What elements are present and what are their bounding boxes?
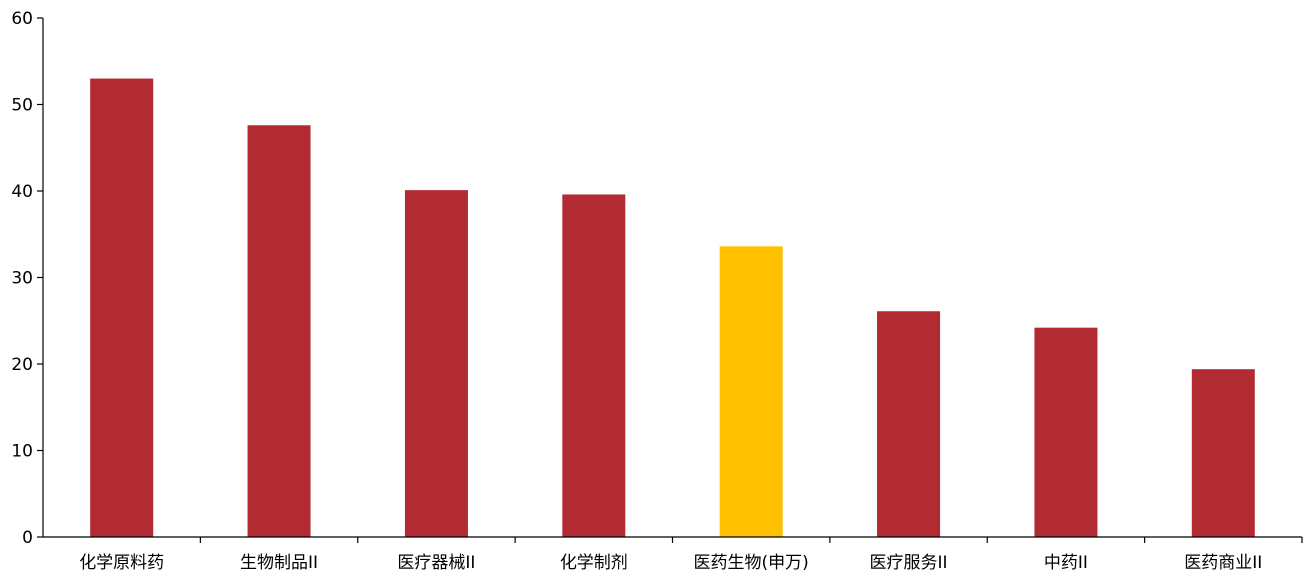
x-category-label: 医药生物(申万) <box>694 553 809 573</box>
axes-layer <box>42 18 1302 538</box>
y-tick-label: 30 <box>11 269 33 289</box>
bar-2 <box>247 125 311 537</box>
y-tick-label: 60 <box>11 9 33 29</box>
y-tick-label: 10 <box>11 442 33 462</box>
x-category-label: 医药商业II <box>1184 553 1262 573</box>
y-tick-label: 0 <box>22 528 33 548</box>
x-category-label: 医疗服务II <box>870 553 948 573</box>
y-tick-label: 50 <box>11 96 33 116</box>
bar-1 <box>90 78 154 538</box>
x-category-label: 化学原料药 <box>79 553 164 573</box>
x-category-label: 化学制剂 <box>560 553 628 573</box>
y-tick-label: 20 <box>11 355 33 375</box>
y-axis-ticks: 0 10 20 30 40 50 60 <box>11 9 43 548</box>
x-axis-labels: 化学原料药 生物制品II 医疗器械II 化学制剂 医药生物(申万) 医疗服务II 中药II 医… <box>79 537 1303 573</box>
bar-8 <box>1191 369 1255 537</box>
x-category-label: 中药II <box>1044 553 1088 573</box>
y-tick-label: 40 <box>11 182 33 202</box>
bar-6 <box>877 311 941 537</box>
bar-4 <box>562 194 626 537</box>
bars-layer <box>90 78 1255 538</box>
bar-3 <box>404 190 468 537</box>
x-category-label: 生物制品II <box>240 553 318 573</box>
x-category-label: 医疗器械II <box>397 553 475 573</box>
bar-5 <box>719 246 783 538</box>
bar-7 <box>1034 327 1098 537</box>
